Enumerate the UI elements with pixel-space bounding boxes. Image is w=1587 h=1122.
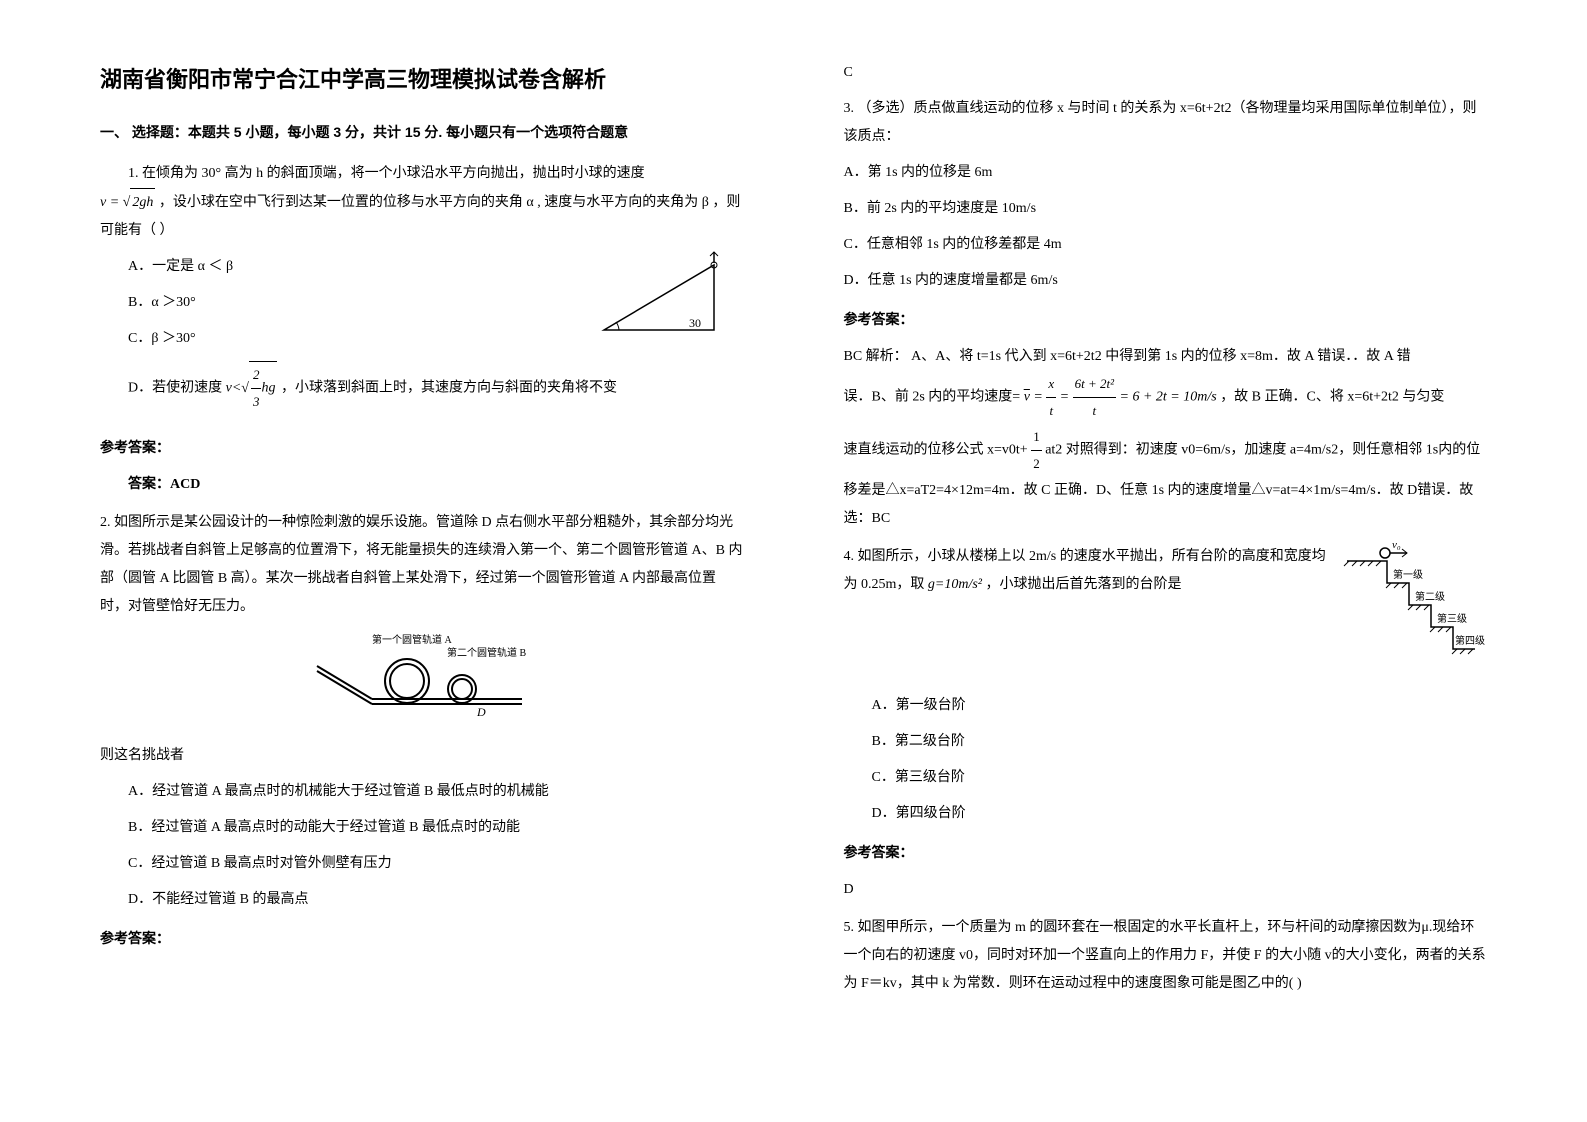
q1-text2: ，设小球在空中飞行到达某一位置的位移与水平方向的夹角 α , 速度与水平方向的夹… xyxy=(100,195,740,238)
q4-answer-text: D xyxy=(844,876,1488,904)
q2-text: 2. 如图所示是某公园设计的一种惊险刺激的娱乐设施。管道除 D 点右侧水平部分粗… xyxy=(100,509,744,621)
svg-text:第三级: 第三级 xyxy=(1437,612,1467,625)
q4-option-a: A．第一级台阶 xyxy=(872,692,1488,720)
svg-text:第一个圆管轨道 A: 第一个圆管轨道 A xyxy=(372,633,452,646)
q2-intro: 则这名挑战者 xyxy=(100,742,744,770)
q2-option-a: A．经过管道 A 最高点时的机械能大于经过管道 B 最低点时的机械能 xyxy=(128,778,744,806)
q4-g: g=10m/s² xyxy=(928,571,982,599)
q1-optd-pre: D．若使初速度 xyxy=(128,381,222,396)
section-1-header: 一、 选择题：本题共 5 小题，每小题 3 分，共计 15 分. 每小题只有一个… xyxy=(100,120,744,145)
q3-ans-mid: 误．B、前 2s 内的平均速度= v = xt = 6t + 2t²t = 6 … xyxy=(844,371,1488,424)
q1-triangle-figure: v 30 xyxy=(594,250,724,351)
q1-optd-formula: v<23hg xyxy=(226,361,278,415)
left-column: 湖南省衡阳市常宁合江中学高三物理模拟试卷含解析 一、 选择题：本题共 5 小题，… xyxy=(0,0,794,1122)
svg-text:v: v xyxy=(711,250,716,253)
svg-text:第四级: 第四级 xyxy=(1455,634,1485,647)
document-title: 湖南省衡阳市常宁合江中学高三物理模拟试卷含解析 xyxy=(100,60,744,100)
q2-answer-text: C xyxy=(844,60,1488,85)
q3-text: 3. （多选）质点做直线运动的位移 x 与时间 t 的关系为 x=6t+2t2（… xyxy=(844,95,1488,151)
q3-ans-pre: BC 解析： A、A、将 t=1s 代入到 x=6t+2t2 中得到第 1s 内… xyxy=(844,343,1488,371)
q4-option-c: C．第三级台阶 xyxy=(872,764,1488,792)
q2-option-c: C．经过管道 B 最高点时对管外侧壁有压力 xyxy=(128,850,744,878)
q3-answer-label: 参考答案： xyxy=(844,305,1488,333)
q4-option-d: D．第四级台阶 xyxy=(872,800,1488,828)
q1-answer-label: 参考答案： xyxy=(100,433,744,461)
q1-optd-post: ，小球落到斜面上时，其速度方向与斜面的夹角将不变 xyxy=(281,381,617,396)
q3-vbar-formula: v = xt = 6t + 2t²t = 6 + 2t = 10m/s xyxy=(1024,371,1217,424)
svg-text:30: 30 xyxy=(689,316,701,330)
q2-answer-label: 参考答案： xyxy=(100,924,744,952)
q2-loop-figure: 第一个圆管轨道 A 第二个圆管轨道 B D xyxy=(100,631,744,732)
q3-option-a: A．第 1s 内的位移是 6m xyxy=(844,159,1488,187)
q4-answer-label: 参考答案： xyxy=(844,838,1488,866)
question-4: v₀ 第一级 第二级 第三级 第四级 4. 如图所示，小球从楼梯上以 2m/s … xyxy=(844,543,1488,904)
q2-option-d: D．不能经过管道 B 的最高点 xyxy=(128,886,744,914)
q1-option-d: D．若使初速度 v<23hg ，小球落到斜面上时，其速度方向与斜面的夹角将不变 xyxy=(128,361,744,415)
q1-answer-text: 答案：ACD xyxy=(128,471,744,499)
q3-ans-mid2: ，故 B 正确．C、将 x=6t+2t2 与匀变 xyxy=(1220,390,1444,405)
q3-option-c: C．任意相邻 1s 内的位移差都是 4m xyxy=(844,231,1488,259)
q3-half-frac: 12 xyxy=(1031,424,1042,477)
q4-option-b: B．第二级台阶 xyxy=(872,728,1488,756)
q4-stairs-figure: v₀ 第一级 第二级 第三级 第四级 xyxy=(1337,543,1487,684)
q2-option-b: B．经过管道 A 最高点时的动能大于经过管道 B 最低点时的动能 xyxy=(128,814,744,842)
svg-text:v₀: v₀ xyxy=(1392,543,1401,551)
q5-text: 5. 如图甲所示，一个质量为 m 的圆环套在一根固定的水平长直杆上，环与杆间的动… xyxy=(844,914,1488,998)
q1-text1: 1. 在倾角为 30° 高为 h 的斜面顶端，将一个小球沿水平方向抛出，抛出时小… xyxy=(100,160,744,188)
svg-text:D: D xyxy=(476,705,486,719)
q3-option-d: D．任意 1s 内的速度增量都是 6m/s xyxy=(844,267,1488,295)
q1-line2: v = 2gh ，设小球在空中飞行到达某一位置的位移与水平方向的夹角 α , 速… xyxy=(100,188,744,245)
q3-ans-post-wrap: 速直线运动的位移公式 x=v0t+ 12 at2 对照得到：初速度 v0=6m/… xyxy=(844,424,1488,533)
svg-text:第一级: 第一级 xyxy=(1393,568,1423,581)
question-3: 3. （多选）质点做直线运动的位移 x 与时间 t 的关系为 x=6t+2t2（… xyxy=(844,95,1488,533)
right-column: C 3. （多选）质点做直线运动的位移 x 与时间 t 的关系为 x=6t+2t… xyxy=(794,0,1587,1122)
svg-text:第二个圆管轨道 B: 第二个圆管轨道 B xyxy=(447,646,526,659)
q4-text2: ，小球抛出后首先落到的台阶是 xyxy=(985,577,1181,592)
q3-ans-post: 速直线运动的位移公式 x=v0t+ xyxy=(844,443,1028,458)
q1-formula-v: v = 2gh xyxy=(100,188,155,217)
q3-ans-mid1: 误．B、前 2s 内的平均速度= xyxy=(844,390,1021,405)
question-5: 5. 如图甲所示，一个质量为 m 的圆环套在一根固定的水平长直杆上，环与杆间的动… xyxy=(844,914,1488,998)
svg-text:第二级: 第二级 xyxy=(1415,590,1445,603)
q3-option-b: B．前 2s 内的平均速度是 10m/s xyxy=(844,195,1488,223)
question-2: 2. 如图所示是某公园设计的一种惊险刺激的娱乐设施。管道除 D 点右侧水平部分粗… xyxy=(100,509,744,952)
question-1: 1. 在倾角为 30° 高为 h 的斜面顶端，将一个小球沿水平方向抛出，抛出时小… xyxy=(100,160,744,499)
